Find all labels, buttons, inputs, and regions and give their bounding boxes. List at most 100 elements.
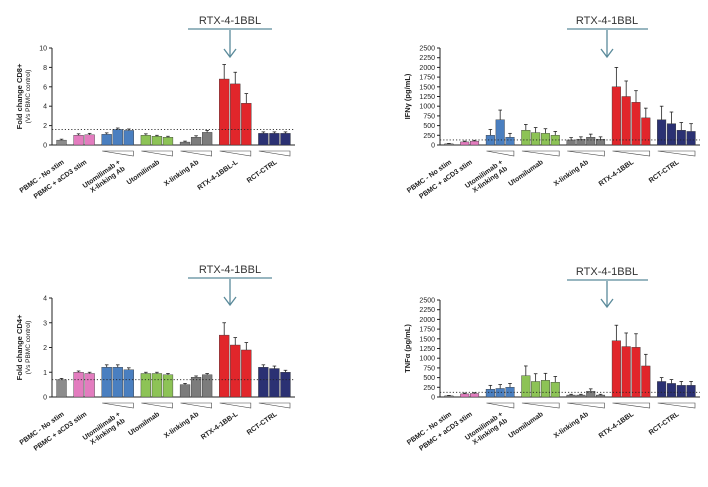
bar xyxy=(123,369,134,398)
bar xyxy=(460,141,470,146)
x-category-label: RTX-4-1BBL-L xyxy=(197,158,240,191)
dose-triangle xyxy=(141,150,173,157)
y-tick-label: 1 xyxy=(43,370,47,377)
bar xyxy=(631,347,641,398)
bar xyxy=(540,380,550,398)
bar xyxy=(676,385,686,398)
bar xyxy=(657,119,667,146)
bar xyxy=(219,78,230,146)
bar xyxy=(621,346,631,398)
bar xyxy=(140,373,151,398)
y-tick-label: 500 xyxy=(423,375,435,382)
y-tick-label: 1250 xyxy=(419,346,435,353)
x-category-label: X-linking Ab xyxy=(553,411,590,440)
bar xyxy=(485,389,495,398)
y-axis-label: Fold change CD8+ xyxy=(15,63,24,129)
y-tick-label: 2250 xyxy=(419,307,435,314)
bar xyxy=(641,117,651,146)
x-category-label-line: X-linking Ab xyxy=(553,159,590,188)
y-tick-label: 2 xyxy=(43,345,47,352)
bar xyxy=(666,383,676,398)
bar xyxy=(241,103,252,146)
y-axis-label: Fold change CD4+ xyxy=(15,314,24,380)
annotation-arrow-head xyxy=(223,296,237,307)
y-tick-label: 500 xyxy=(423,123,435,130)
bar xyxy=(56,379,67,398)
bar xyxy=(151,136,163,146)
y-tick-label: 0 xyxy=(431,395,435,402)
y-axis-label: IFNγ (pg/mL) xyxy=(403,73,412,119)
chart-cd8: 0 2 4 6 8 10 Fold change CD8+ (Vs PBMC control)… xyxy=(15,15,295,201)
dose-triangle xyxy=(258,150,291,157)
bar xyxy=(112,367,123,398)
bar xyxy=(444,395,454,398)
x-category-label: RTX-4-1BBL xyxy=(598,410,636,440)
bar xyxy=(521,375,531,398)
bar xyxy=(621,96,631,146)
bar xyxy=(460,393,470,398)
dose-triangle xyxy=(521,402,560,409)
dose-triangle xyxy=(567,150,605,157)
x-category-label: Utomilimab +X-linking Ab xyxy=(82,411,127,449)
y-tick-label: 250 xyxy=(423,133,435,140)
bar xyxy=(611,340,621,398)
bar xyxy=(566,139,576,146)
y-tick-label: 2000 xyxy=(419,317,435,324)
x-category-label: Utomilimab +X-linking Ab xyxy=(82,159,127,197)
bar xyxy=(101,367,112,398)
y-tick-label: 3 xyxy=(43,320,47,327)
bar xyxy=(550,382,560,398)
annotation-label: RTX-4-1BBL xyxy=(199,15,261,27)
bar xyxy=(258,133,269,146)
bar xyxy=(269,133,280,146)
x-category-label: RCT-CTRL xyxy=(246,410,279,436)
bar xyxy=(686,131,696,146)
bar xyxy=(686,385,696,398)
bar xyxy=(241,349,252,398)
annotation-arrow-head xyxy=(600,298,614,309)
bar xyxy=(140,135,151,146)
y-tick-label: 2000 xyxy=(419,65,435,72)
bar xyxy=(73,372,84,398)
bar xyxy=(470,140,480,146)
y-axis-sublabel: (Vs PBMC control) xyxy=(25,70,32,124)
bar xyxy=(162,374,174,398)
x-category-label: RTX-4-1BB-L xyxy=(200,410,240,441)
bar xyxy=(505,387,515,398)
dose-triangle xyxy=(141,402,173,409)
bar xyxy=(495,119,505,146)
y-tick-label: 0 xyxy=(43,143,47,150)
dose-triangle xyxy=(180,402,212,409)
dose-triangle xyxy=(180,150,212,157)
bar xyxy=(230,83,241,146)
x-category-label: Utomilimab xyxy=(126,159,161,187)
dose-triangle xyxy=(219,150,252,157)
x-category-label: Utomilumab xyxy=(508,159,545,188)
dose-triangle xyxy=(486,150,515,157)
x-category-label-line: RCT-CTRL xyxy=(246,158,279,184)
bar xyxy=(230,344,241,398)
dose-triangle xyxy=(567,402,605,409)
bar xyxy=(485,135,495,146)
x-category-label: Utomilmab xyxy=(127,411,161,437)
bar xyxy=(576,394,586,398)
bar xyxy=(101,134,112,146)
y-tick-label: 4 xyxy=(43,296,47,303)
y-tick-label: 250 xyxy=(423,385,435,392)
bar xyxy=(151,373,163,398)
bar xyxy=(123,130,134,146)
x-category-label-line: RTX-4-1BBL xyxy=(598,410,636,440)
dose-triangle xyxy=(219,402,252,409)
bar xyxy=(531,132,541,146)
dose-triangle xyxy=(657,150,696,157)
x-category-label-line: RTX-4-1BBL-L xyxy=(197,158,240,191)
x-category-label-line: Utomilmab xyxy=(127,411,161,437)
x-category-label-line: Utomilumab xyxy=(508,411,545,440)
dose-triangle xyxy=(657,402,696,409)
bar xyxy=(531,381,541,398)
dose-triangle xyxy=(521,150,560,157)
annotation-label: RTX-4-1BBL xyxy=(576,266,638,278)
bar xyxy=(566,394,576,398)
